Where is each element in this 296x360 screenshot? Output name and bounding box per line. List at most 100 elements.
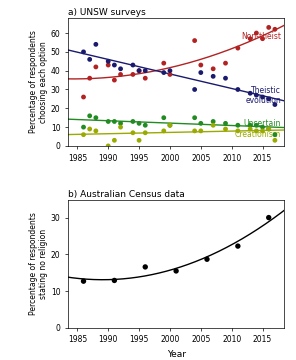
Point — [273, 26, 277, 32]
Point — [118, 72, 123, 77]
Point — [112, 77, 117, 83]
Point — [223, 121, 228, 126]
Point — [211, 118, 215, 124]
Point — [248, 126, 252, 132]
Point — [254, 92, 259, 98]
Y-axis label: Percentage of respondents
stating no religion: Percentage of respondents stating no rel… — [28, 212, 48, 315]
Point — [266, 24, 271, 30]
Point — [236, 128, 240, 134]
Point — [248, 36, 252, 41]
Point — [223, 126, 228, 132]
Point — [260, 128, 265, 134]
Point — [81, 49, 86, 55]
Point — [137, 68, 141, 73]
Point — [236, 122, 240, 128]
Point — [131, 62, 135, 68]
Text: b) Australian Census data: b) Australian Census data — [68, 190, 185, 199]
Point — [168, 122, 172, 128]
Point — [87, 113, 92, 119]
Point — [87, 126, 92, 132]
Point — [192, 87, 197, 93]
Point — [131, 118, 135, 124]
Y-axis label: Percentage of respondents
choosing each option: Percentage of respondents choosing each … — [28, 31, 48, 134]
Point — [106, 62, 111, 68]
Point — [205, 256, 209, 262]
Point — [143, 264, 148, 270]
Point — [273, 102, 277, 107]
Point — [94, 115, 98, 121]
Point — [112, 62, 117, 68]
Point — [174, 268, 178, 274]
Point — [143, 130, 148, 136]
Text: Creationism: Creationism — [235, 130, 281, 139]
Point — [81, 278, 86, 284]
Text: Uncertain: Uncertain — [244, 119, 281, 128]
Point — [137, 68, 141, 73]
Point — [168, 72, 172, 77]
Text: a) UNSW surveys: a) UNSW surveys — [68, 8, 146, 17]
Point — [112, 278, 117, 283]
Point — [81, 132, 86, 138]
Point — [211, 73, 215, 79]
Text: Theistic
evolution: Theistic evolution — [245, 86, 281, 105]
Point — [143, 75, 148, 81]
Point — [81, 94, 86, 100]
Point — [94, 41, 98, 47]
Point — [131, 72, 135, 77]
Point — [143, 122, 148, 128]
Point — [168, 122, 172, 128]
Point — [106, 118, 111, 124]
Point — [112, 138, 117, 143]
Point — [161, 70, 166, 76]
Point — [118, 66, 123, 72]
Point — [248, 122, 252, 128]
Point — [254, 128, 259, 134]
Point — [94, 64, 98, 70]
Point — [254, 122, 259, 128]
Point — [198, 128, 203, 134]
Point — [106, 143, 111, 149]
Point — [87, 57, 92, 62]
Point — [94, 128, 98, 134]
Point — [223, 60, 228, 66]
Point — [266, 215, 271, 220]
Point — [236, 243, 240, 249]
Point — [143, 68, 148, 73]
Point — [211, 122, 215, 128]
Point — [260, 94, 265, 100]
Point — [236, 87, 240, 93]
Point — [161, 60, 166, 66]
Text: Non-theist: Non-theist — [241, 32, 281, 41]
Point — [236, 45, 240, 51]
Point — [273, 132, 277, 138]
Point — [266, 96, 271, 102]
Point — [161, 115, 166, 121]
Point — [248, 90, 252, 96]
Point — [198, 70, 203, 76]
Point — [118, 121, 123, 126]
Point — [260, 124, 265, 130]
Point — [198, 121, 203, 126]
Point — [223, 75, 228, 81]
Point — [112, 118, 117, 124]
Point — [266, 126, 271, 132]
Point — [161, 128, 166, 134]
Point — [168, 68, 172, 73]
Point — [192, 128, 197, 134]
Point — [260, 36, 265, 41]
Point — [81, 124, 86, 130]
Point — [266, 126, 271, 132]
Point — [137, 138, 141, 143]
Point — [137, 121, 141, 126]
Point — [192, 38, 197, 44]
Point — [198, 62, 203, 68]
X-axis label: Year: Year — [167, 350, 186, 359]
Point — [131, 130, 135, 136]
Point — [192, 115, 197, 121]
Point — [273, 138, 277, 143]
Point — [254, 30, 259, 36]
Point — [211, 66, 215, 72]
Point — [106, 58, 111, 64]
Point — [118, 124, 123, 130]
Point — [87, 75, 92, 81]
